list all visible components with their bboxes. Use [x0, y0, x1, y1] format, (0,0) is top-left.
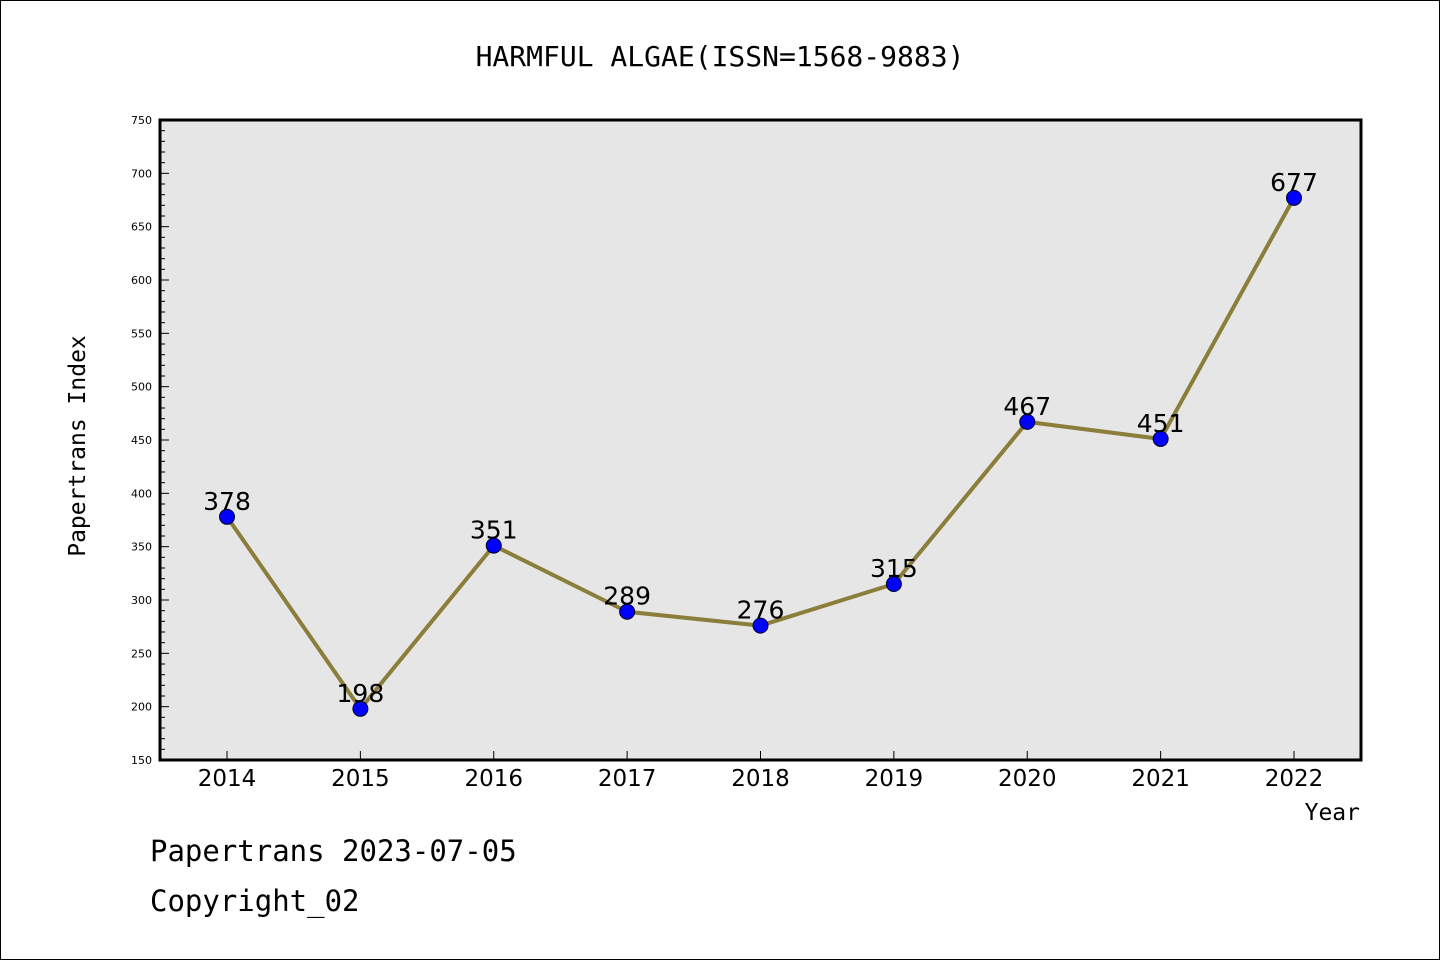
- y-axis-label: Papertrans Index: [65, 335, 91, 557]
- y-tick-label: 750: [131, 114, 152, 127]
- y-tick-label: 400: [131, 487, 152, 500]
- x-tick-label: 2015: [331, 766, 390, 792]
- data-point: [485, 537, 502, 554]
- data-labels: 378 198 351 289 276 315 467 451 677: [203, 168, 1318, 708]
- data-point: [1019, 413, 1036, 430]
- data-label: 677: [1270, 168, 1318, 197]
- data-label: 198: [337, 679, 385, 708]
- chart-title: HARMFUL ALGAE(ISSN=1568-9883): [476, 40, 965, 73]
- x-tick-label: 2021: [1131, 766, 1190, 792]
- x-tick-label: 2022: [1265, 766, 1324, 792]
- data-label: 467: [1003, 392, 1051, 421]
- data-label: 315: [870, 554, 918, 583]
- y-tick-label: 550: [131, 327, 152, 340]
- y-tick-label: 250: [131, 647, 152, 660]
- y-axis: 150 200 250 300 350 400 450 500 550 600 650 700 750: [131, 114, 169, 767]
- data-point: [619, 603, 636, 620]
- plot-area: [158, 118, 1363, 762]
- data-label: 351: [470, 516, 518, 545]
- y-tick-label: 500: [131, 381, 152, 394]
- data-point: [352, 700, 369, 717]
- y-tick-label: 350: [131, 541, 152, 554]
- y-tick-label: 300: [131, 594, 152, 607]
- x-tick-label: 2014: [198, 766, 257, 792]
- series-markers: [219, 189, 1302, 717]
- x-tick-label: 2018: [731, 766, 790, 792]
- data-point: [1286, 189, 1302, 206]
- data-label: 451: [1137, 409, 1185, 438]
- data-point: [752, 617, 769, 634]
- y-tick-label: 150: [131, 754, 152, 767]
- x-tick-label: 2017: [598, 766, 657, 792]
- y-tick-label: 700: [131, 167, 152, 180]
- data-point: [219, 508, 235, 525]
- data-label: 289: [603, 582, 651, 611]
- y-tick-label: 450: [131, 434, 152, 447]
- x-tick-label: 2019: [865, 766, 924, 792]
- data-label: 276: [737, 596, 785, 625]
- y-tick-label: 650: [131, 221, 152, 234]
- x-tick-label: 2016: [464, 766, 523, 792]
- x-tick-label: 2020: [998, 766, 1057, 792]
- y-tick-label: 600: [131, 274, 152, 287]
- y-tick-label: 200: [131, 701, 152, 714]
- data-point: [1152, 430, 1169, 447]
- data-point: [885, 576, 902, 592]
- x-axis-label: Year: [1305, 800, 1360, 826]
- footer-date: Papertrans 2023-07-05: [150, 834, 517, 868]
- data-label: 378: [203, 487, 251, 516]
- footer-copyright: Copyright_02: [150, 884, 360, 918]
- x-axis: 2014 2015 2016 2017 2018 2019 2020 2021 2022: [198, 751, 1324, 792]
